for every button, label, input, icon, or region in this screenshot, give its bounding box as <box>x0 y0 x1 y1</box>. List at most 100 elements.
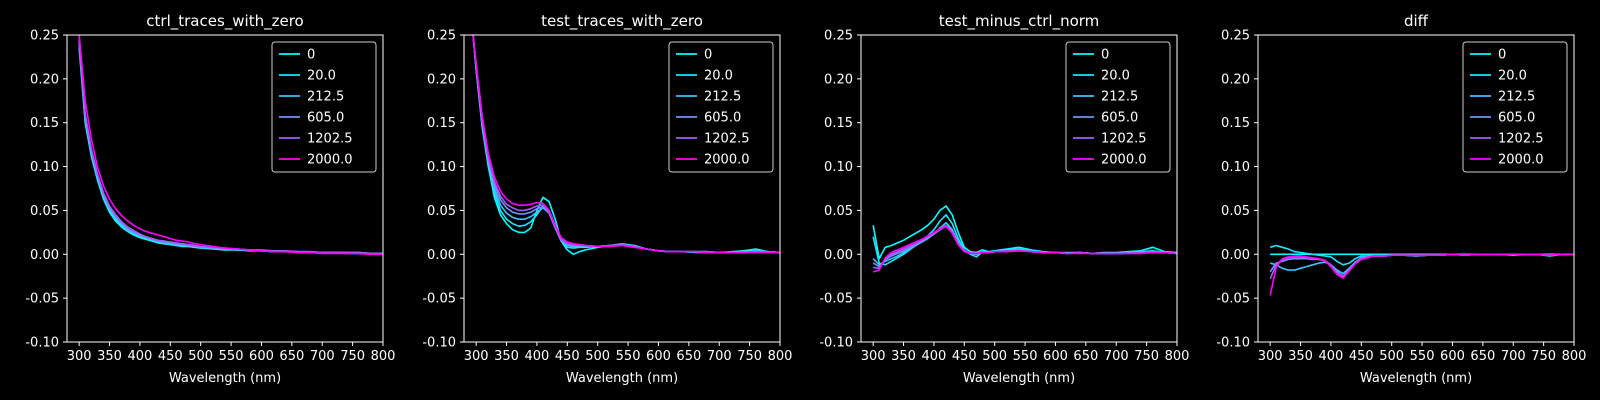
y-tick-label: 0.10 <box>824 160 853 175</box>
x-tick-label: 700 <box>707 349 732 364</box>
y-tick-label: 0.05 <box>30 204 59 219</box>
y-tick-label: 0.15 <box>30 116 59 131</box>
y-tick-label: 0.00 <box>824 248 853 263</box>
y-tick-label: 0.20 <box>427 72 456 87</box>
x-tick-label: 500 <box>585 349 610 364</box>
y-tick-label: 0.05 <box>427 204 456 219</box>
x-tick-label: 350 <box>97 349 122 364</box>
x-tick-label: 450 <box>158 349 183 364</box>
x-tick-label: 550 <box>616 349 641 364</box>
x-tick-label: 700 <box>310 349 335 364</box>
x-tick-label: 300 <box>464 349 489 364</box>
y-tick-label: 0.15 <box>824 116 853 131</box>
chart-panel-1: 300 350 400 450 500 550 600 650 700 750 800 -0.10 -0… <box>25 12 395 386</box>
x-tick-label: 300 <box>1258 349 1283 364</box>
x-tick-label: 400 <box>525 349 550 364</box>
x-axis-label: Wavelength (nm) <box>963 371 1075 386</box>
series-line-212.5 <box>1269 253 1574 275</box>
axes-frame <box>66 34 384 343</box>
legend-label: 0 <box>1498 48 1506 63</box>
legend-label: 212.5 <box>1101 90 1138 105</box>
chart-panel-3: 300 350 400 450 500 550 600 650 700 750 800 -0.10 -0… <box>819 12 1189 386</box>
x-axis-label: Wavelength (nm) <box>169 371 281 386</box>
x-tick-label: 750 <box>340 349 365 364</box>
y-tick-label: 0.10 <box>1221 160 1250 175</box>
y-tick-label: -0.10 <box>1216 336 1250 351</box>
legend: 0 20.0 212.5 605.0 1202.5 2000.0 <box>668 41 774 173</box>
legend: 0 20.0 212.5 605.0 1202.5 2000.0 <box>271 41 377 173</box>
y-tick-label: 0.20 <box>824 72 853 87</box>
y-tick-label: 0.15 <box>427 116 456 131</box>
legend-label: 605.0 <box>1101 111 1138 126</box>
legend-label: 20.0 <box>704 69 733 84</box>
x-tick-label: 400 <box>128 349 153 364</box>
chart-panel-2: 300 350 400 450 500 550 600 650 700 750 800 -0.10 -0… <box>422 12 792 386</box>
chart-panel-4: 300 350 400 450 500 550 600 650 700 750 800 -0.10 -0… <box>1216 12 1586 386</box>
y-tick-label: 0.25 <box>824 29 853 44</box>
y-tick-label: 0.25 <box>427 29 456 44</box>
y-tick-label: -0.10 <box>422 336 456 351</box>
legend-label: 20.0 <box>1101 69 1130 84</box>
x-tick-label: 650 <box>1073 349 1098 364</box>
x-tick-label: 350 <box>1288 349 1313 364</box>
y-tick-label: 0.00 <box>1221 248 1250 263</box>
x-tick-label: 350 <box>494 349 519 364</box>
y-tick-label: 0.10 <box>30 160 59 175</box>
chart-title: test_traces_with_zero <box>541 12 703 31</box>
y-tick-label: -0.05 <box>1216 292 1250 307</box>
x-tick-label: 550 <box>1013 349 1038 364</box>
chart-title: ctrl_traces_with_zero <box>146 12 303 31</box>
y-tick-label: 0.20 <box>30 72 59 87</box>
legend-label: 2000.0 <box>704 153 750 168</box>
x-tick-label: 700 <box>1501 349 1526 364</box>
legend-label: 20.0 <box>1498 69 1527 84</box>
series-lines <box>872 205 1177 273</box>
x-tick-label: 750 <box>1531 349 1556 364</box>
y-tick-label: -0.05 <box>422 292 456 307</box>
x-tick-label: 450 <box>555 349 580 364</box>
legend-label: 212.5 <box>1498 90 1535 105</box>
y-tick-label: 0.00 <box>427 248 456 263</box>
x-tick-label: 800 <box>1165 349 1190 364</box>
x-tick-label: 600 <box>249 349 274 364</box>
x-tick-label: 450 <box>952 349 977 364</box>
x-tick-label: 700 <box>1104 349 1129 364</box>
series-line-2000.0 <box>472 35 780 254</box>
legend-label: 20.0 <box>307 69 336 84</box>
x-tick-label: 500 <box>188 349 213 364</box>
y-tick-label: -0.10 <box>25 336 59 351</box>
y-tick-label: 0.20 <box>1221 72 1250 87</box>
legend-label: 0 <box>1101 48 1109 63</box>
x-tick-label: 550 <box>219 349 244 364</box>
x-tick-label: 800 <box>1562 349 1587 364</box>
series-lines <box>78 35 383 256</box>
legend-label: 212.5 <box>307 90 344 105</box>
x-tick-label: 650 <box>676 349 701 364</box>
legend-label: 1202.5 <box>704 132 750 147</box>
x-tick-label: 600 <box>646 349 671 364</box>
x-tick-label: 650 <box>279 349 304 364</box>
series-line-1202.5 <box>873 225 1177 270</box>
axes-frame <box>1257 34 1575 343</box>
legend-label: 1202.5 <box>307 132 353 147</box>
legend-label: 605.0 <box>307 111 344 126</box>
series-lines <box>472 35 780 256</box>
chart-title: diff <box>1404 12 1429 30</box>
x-axis-label: Wavelength (nm) <box>1360 371 1472 386</box>
x-tick-label: 400 <box>922 349 947 364</box>
y-tick-label: 0.10 <box>427 160 456 175</box>
y-tick-label: 0.15 <box>1221 116 1250 131</box>
y-tick-label: 0.00 <box>30 248 59 263</box>
y-tick-label: -0.05 <box>819 292 853 307</box>
x-tick-label: 800 <box>371 349 396 364</box>
legend-label: 2000.0 <box>307 153 353 168</box>
legend-label: 605.0 <box>704 111 741 126</box>
legend-label: 2000.0 <box>1101 153 1147 168</box>
axes-frame <box>463 34 781 343</box>
x-tick-label: 650 <box>1470 349 1495 364</box>
axes-frame <box>860 34 1178 343</box>
x-axis-label: Wavelength (nm) <box>566 371 678 386</box>
legend-label: 1202.5 <box>1101 132 1147 147</box>
y-tick-label: 0.05 <box>824 204 853 219</box>
